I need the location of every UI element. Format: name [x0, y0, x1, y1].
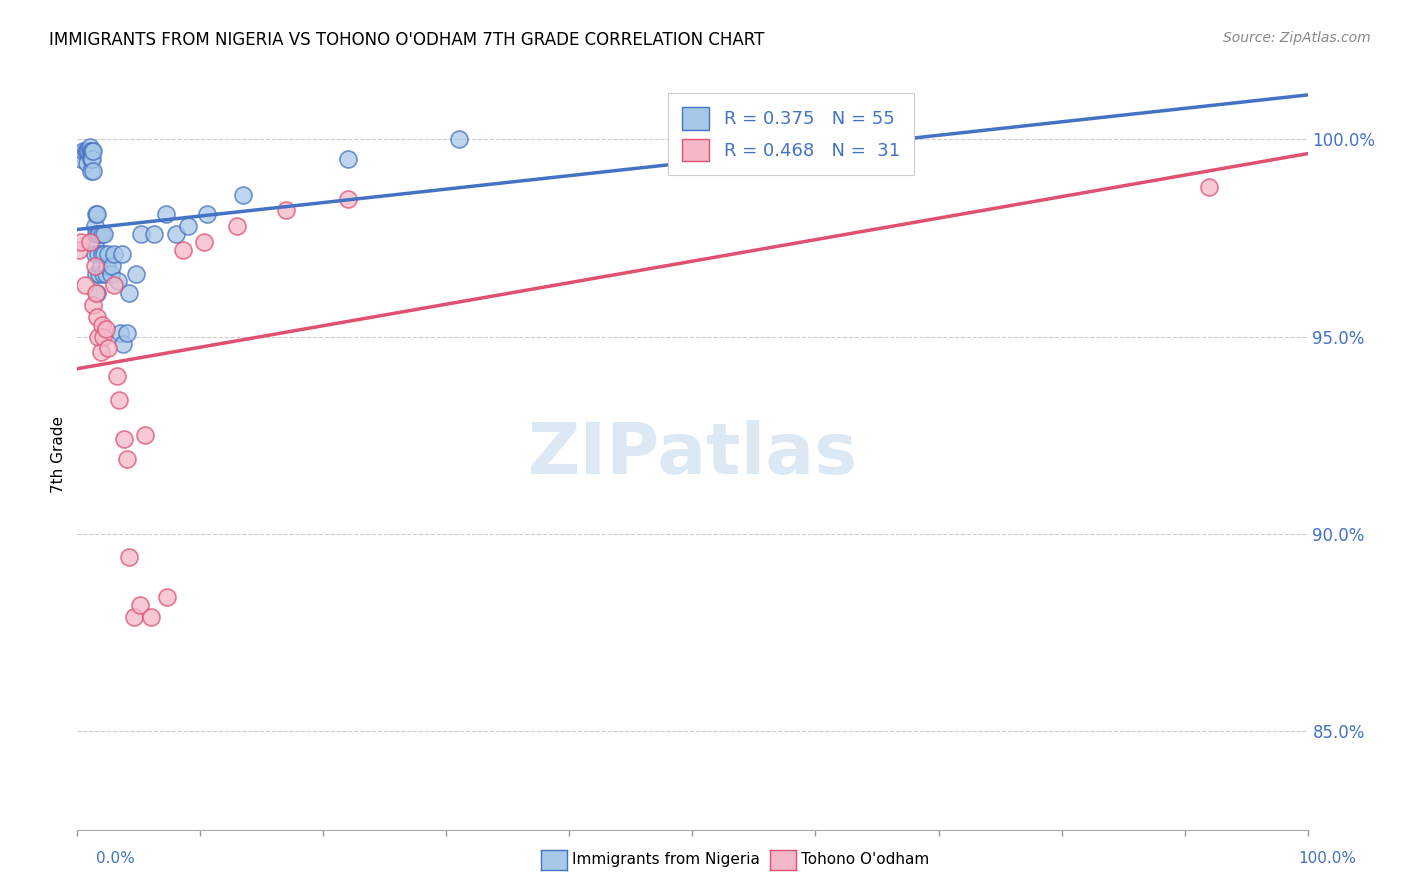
Point: [97, 342, 120, 356]
Text: ZIPatlas: ZIPatlas: [527, 420, 858, 490]
Point: [134, 428, 156, 442]
Point: [87, 329, 110, 343]
Point: [90, 227, 114, 241]
Text: 0.0%: 0.0%: [96, 851, 135, 865]
Text: IMMIGRANTS FROM NIGERIA VS TOHONO O'ODHAM 7TH GRADE CORRELATION CHART: IMMIGRANTS FROM NIGERIA VS TOHONO O'ODHA…: [49, 31, 765, 49]
Point: [86, 207, 108, 221]
Point: [94, 322, 117, 336]
Point: [337, 192, 360, 206]
Text: Source: ZipAtlas.com: Source: ZipAtlas.com: [1223, 31, 1371, 45]
Point: [80, 164, 103, 178]
Point: [90, 259, 112, 273]
Point: [276, 203, 298, 218]
Point: [155, 207, 177, 221]
Point: [337, 152, 360, 166]
Point: [82, 145, 104, 159]
Point: [67, 243, 90, 257]
Point: [447, 132, 470, 146]
Point: [83, 247, 105, 261]
Point: [91, 267, 114, 281]
Point: [73, 278, 96, 293]
Point: [100, 267, 122, 281]
Point: [79, 140, 101, 154]
Point: [1198, 179, 1220, 194]
Point: [83, 219, 105, 234]
Point: [70, 152, 93, 166]
Point: [93, 247, 115, 261]
Point: [122, 609, 145, 624]
Point: [76, 145, 98, 159]
Point: [97, 247, 120, 261]
Point: [172, 243, 194, 257]
Point: [83, 235, 105, 249]
Point: [84, 227, 107, 241]
Point: [79, 235, 101, 249]
Y-axis label: 7th Grade: 7th Grade: [51, 417, 66, 493]
Point: [103, 247, 125, 261]
Point: [232, 187, 254, 202]
Point: [84, 207, 107, 221]
Point: [156, 590, 179, 604]
Point: [75, 145, 97, 159]
Point: [226, 219, 249, 234]
Point: [112, 432, 135, 446]
Text: Immigrants from Nigeria: Immigrants from Nigeria: [572, 853, 761, 867]
Point: [107, 274, 129, 288]
Point: [77, 145, 100, 159]
Point: [103, 278, 125, 293]
Point: [108, 392, 131, 407]
Point: [76, 156, 98, 170]
Point: [101, 259, 124, 273]
Point: [86, 310, 108, 324]
Point: [89, 227, 111, 241]
Point: [195, 207, 218, 221]
Point: [115, 326, 138, 340]
Point: [105, 369, 128, 384]
Point: [165, 227, 187, 241]
Point: [94, 267, 117, 281]
Point: [193, 235, 215, 249]
Point: [90, 247, 114, 261]
Point: [141, 609, 163, 624]
Point: [125, 267, 148, 281]
Point: [118, 550, 141, 565]
Point: [90, 318, 114, 332]
Point: [118, 286, 141, 301]
Point: [115, 451, 138, 466]
Point: [111, 337, 134, 351]
Point: [79, 145, 101, 159]
Point: [91, 329, 114, 343]
Point: [129, 227, 153, 241]
Point: [96, 259, 118, 273]
Legend: R = 0.375   N = 55, R = 0.468   N =  31: R = 0.375 N = 55, R = 0.468 N = 31: [668, 93, 914, 175]
Text: 100.0%: 100.0%: [1299, 851, 1357, 865]
Point: [80, 145, 103, 159]
Point: [110, 326, 132, 340]
Point: [83, 259, 105, 273]
Point: [86, 286, 108, 301]
Point: [82, 145, 104, 159]
Point: [72, 145, 94, 159]
Point: [111, 247, 132, 261]
Point: [82, 164, 104, 178]
Point: [177, 219, 200, 234]
Point: [84, 286, 107, 301]
Point: [93, 227, 115, 241]
Point: [87, 247, 110, 261]
Text: Tohono O'odham: Tohono O'odham: [801, 853, 929, 867]
Point: [90, 345, 112, 359]
Point: [70, 235, 93, 249]
Point: [80, 152, 103, 166]
Point: [129, 598, 152, 612]
Point: [82, 152, 104, 166]
Point: [142, 227, 165, 241]
Point: [84, 267, 107, 281]
Point: [87, 227, 110, 241]
Point: [82, 298, 104, 312]
Point: [89, 267, 111, 281]
